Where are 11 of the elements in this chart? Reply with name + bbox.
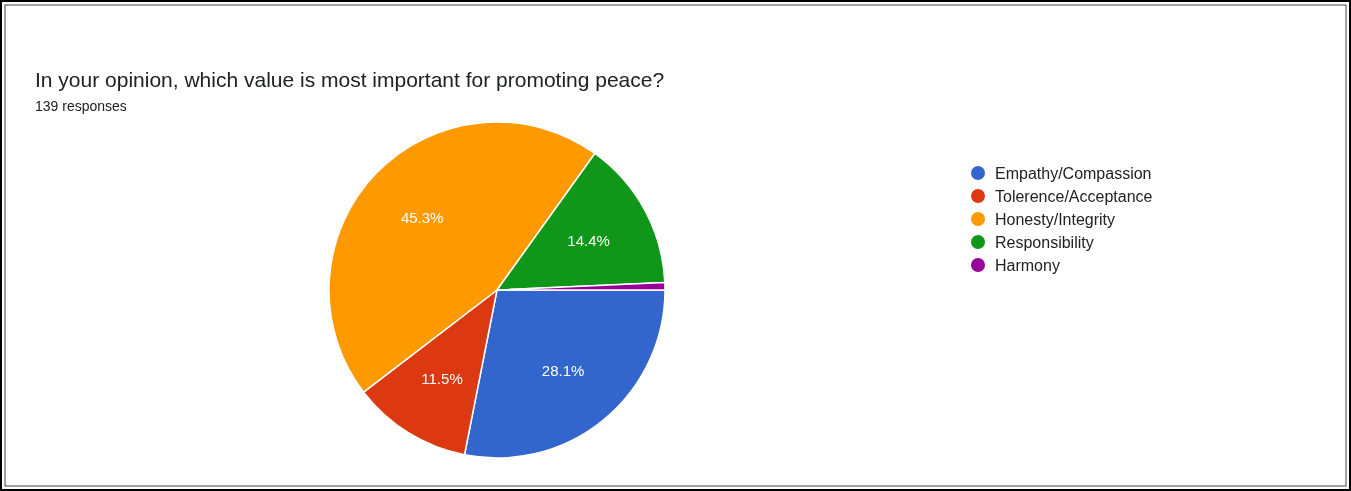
text: 139 responses [35, 98, 127, 114]
chart-title: In your opinion, which value is most important for promoting peace? [35, 68, 665, 91]
legend-label: Tolerence/Acceptance [995, 187, 1153, 205]
legend-label: Honesty/Integrity [995, 210, 1116, 228]
data-label: 11.5% [421, 369, 463, 387]
legend-label: Responsibility [995, 233, 1094, 251]
data-label: 45.3% [400, 208, 444, 226]
data-label: 14.4% [567, 231, 610, 249]
legend-label: Empathy/Compassion [995, 164, 1152, 182]
legend-label: Harmony [995, 256, 1060, 274]
data-label: 28.1% [541, 361, 585, 379]
